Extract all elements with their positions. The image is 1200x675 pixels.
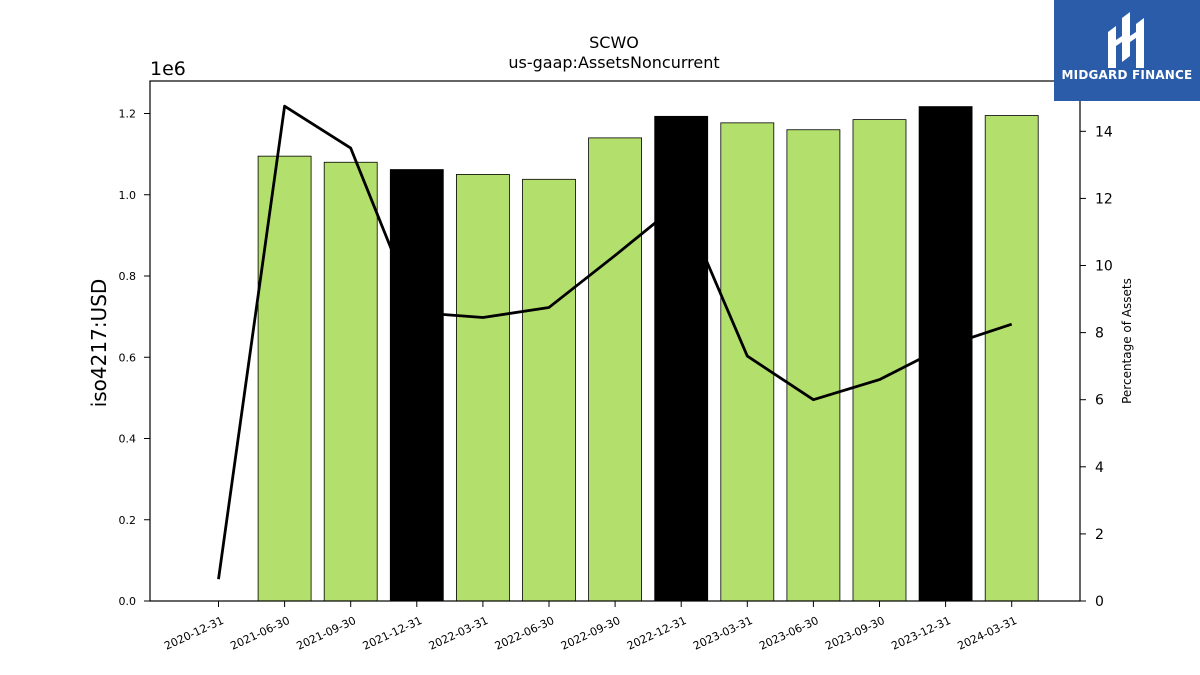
- x-tick-label: 2022-09-30: [559, 614, 622, 653]
- y-tick-label: 0.4: [119, 433, 137, 446]
- x-tick-label: 2021-06-30: [228, 614, 291, 653]
- bar: [389, 169, 444, 602]
- y2-tick-label: 6: [1095, 393, 1104, 409]
- logo-mark-icon: [1108, 12, 1144, 68]
- y2-tick-label: 0: [1095, 594, 1104, 610]
- x-tick-label: 2022-03-31: [427, 614, 490, 653]
- bar: [786, 129, 841, 602]
- y2-axis-label: Percentage of Assets: [1120, 278, 1134, 404]
- y-tick-label: 1.2: [119, 108, 137, 121]
- bar: [522, 178, 576, 602]
- x-tick-label: 2022-12-31: [625, 614, 688, 653]
- logo-text: MIDGARD FINANCE: [1061, 68, 1193, 82]
- y-offset-label: 1e6: [150, 58, 186, 80]
- y-tick-label: 0.2: [119, 514, 137, 527]
- x-tick-label: 2023-03-31: [691, 614, 754, 653]
- y-tick-label: 0.8: [119, 270, 137, 283]
- y2-tick-label: 4: [1095, 460, 1104, 476]
- bar: [720, 122, 775, 602]
- bar: [852, 119, 907, 602]
- bar: [323, 161, 378, 602]
- bar: [654, 115, 709, 602]
- plot-frame: [149, 80, 1081, 602]
- y2-tick-label: 14: [1095, 124, 1113, 140]
- y-tick-label: 0.6: [119, 351, 137, 364]
- chart-subtitle: us-gaap:AssetsNoncurrent: [508, 53, 719, 72]
- y2-tick-label: 8: [1095, 326, 1104, 342]
- bar: [257, 155, 312, 602]
- chart-title: SCWO: [589, 33, 639, 52]
- y2-tick-label: 10: [1095, 259, 1113, 275]
- x-tick-label: 2024-03-31: [956, 614, 1019, 653]
- x-tick-label: 2021-12-31: [361, 614, 424, 653]
- plot-area: 0.0 0.2 0.4 0.6 0.8 1.0 1.2 0 2 4 6 8 10 12 14 2020-12-…: [119, 104, 1113, 653]
- y2-tick-label: 2: [1095, 527, 1104, 543]
- x-tick-label: 2020-12-31: [162, 614, 225, 653]
- midgard-finance-logo: MIDGARD FINANCE: [1054, 0, 1200, 101]
- percentage-line: [217, 104, 1013, 580]
- y2-tick-label: 12: [1095, 191, 1113, 207]
- bar: [984, 115, 1039, 602]
- bar: [588, 137, 642, 602]
- x-tick-label: 2023-12-31: [889, 614, 952, 653]
- bar: [918, 106, 973, 602]
- x-tick-label: 2023-09-30: [823, 614, 886, 653]
- y-tick-label: 0.0: [119, 595, 137, 608]
- y-axis-label: iso4217:USD: [87, 279, 111, 408]
- x-tick-label: 2023-06-30: [757, 614, 820, 653]
- bar: [455, 174, 510, 602]
- x-tick-label: 2022-06-30: [493, 614, 556, 653]
- y-tick-label: 1.0: [119, 189, 137, 202]
- x-tick-label: 2021-09-30: [295, 614, 358, 653]
